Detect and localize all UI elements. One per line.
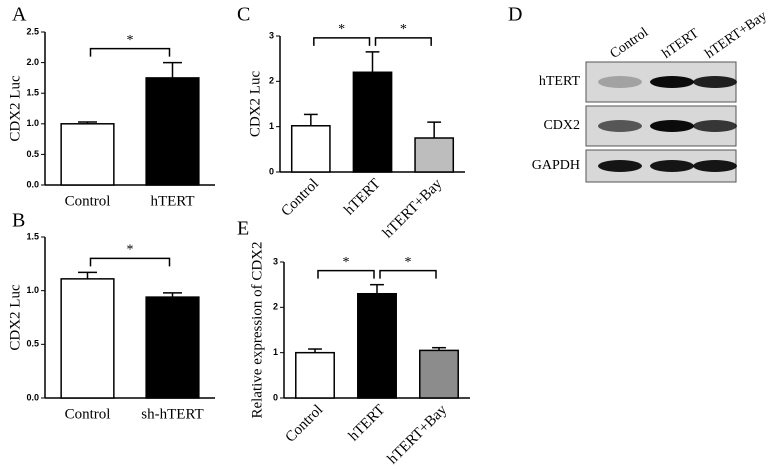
y-tick-label: 1.0: [26, 118, 39, 128]
significance-bracket: [379, 269, 437, 279]
y-tick-label: 0.0: [26, 179, 39, 189]
x-tick-label: Control: [283, 402, 327, 446]
bar: [145, 77, 200, 186]
x-tick-label: hTERT+Bay: [380, 176, 446, 242]
lane-label: hTERT: [660, 26, 703, 62]
panel-label: D: [508, 4, 522, 26]
y-axis-label: Relative expression of CDX2: [249, 241, 265, 418]
x-tick-label: sh-hTERT: [141, 406, 203, 422]
bar: [414, 137, 455, 173]
y-tick-label: 1.5: [26, 88, 39, 98]
y-tick-label: 0: [273, 392, 278, 402]
blot-band: [598, 120, 642, 132]
row-label: CDX2: [543, 118, 580, 133]
y-axis-label: CDX2 Luc: [7, 75, 23, 142]
y-tick-label: 3: [269, 30, 274, 40]
bar: [60, 278, 115, 399]
bar: [357, 292, 397, 399]
significance-bracket: [374, 37, 432, 46]
y-tick-label: 1: [273, 347, 278, 357]
x-tick-label: hTERT: [150, 193, 194, 209]
significance-bracket: [89, 257, 171, 267]
y-tick-label: 0.5: [26, 149, 39, 159]
significance-label: *: [400, 22, 407, 37]
x-tick-label: hTERT: [341, 176, 383, 218]
y-tick-label: 2.5: [26, 26, 39, 36]
y-tick-label: 2.0: [26, 57, 39, 67]
significance-bracket: [89, 47, 171, 57]
panel-label: C: [237, 4, 250, 26]
x-tick-label: hTERT+Bay: [385, 402, 451, 468]
bar: [419, 349, 459, 399]
y-tick-label: 0.0: [26, 392, 39, 402]
significance-label: *: [338, 22, 345, 37]
bar: [352, 71, 393, 173]
x-tick-label: Control: [278, 176, 322, 220]
blot-band: [693, 160, 737, 172]
bar: [290, 125, 331, 173]
row-label: GAPDH: [532, 158, 580, 173]
significance-label: *: [127, 243, 134, 258]
blot-band: [598, 76, 642, 88]
blot-band: [693, 120, 737, 132]
significance-label: *: [405, 255, 412, 270]
panel-label: B: [12, 210, 25, 232]
lane-label: hTERT+Bay: [703, 9, 770, 62]
blot-band: [650, 76, 694, 88]
y-tick-label: 1.0: [26, 285, 39, 295]
row-label: hTERT: [539, 74, 581, 89]
y-tick-label: 1: [269, 121, 274, 131]
significance-bracket: [313, 37, 371, 46]
y-tick-label: 0.5: [26, 339, 39, 349]
y-axis-label: CDX2 Luc: [247, 71, 263, 138]
y-tick-label: 2: [269, 76, 274, 86]
y-tick-label: 2: [273, 302, 278, 312]
y-tick-label: 1.5: [26, 231, 39, 241]
panel-label: E: [237, 218, 249, 240]
x-tick-label: Control: [65, 193, 111, 209]
bar: [295, 351, 335, 399]
y-tick-label: 0: [269, 166, 274, 176]
bar: [145, 296, 200, 399]
bar: [60, 123, 115, 186]
significance-label: *: [343, 255, 350, 270]
blot-band: [598, 160, 642, 172]
lane-label: Control: [608, 25, 652, 62]
y-axis-label: CDX2 Luc: [7, 284, 23, 351]
significance-label: *: [127, 33, 134, 48]
panel-label: A: [12, 4, 27, 26]
blot-band: [650, 120, 694, 132]
significance-bracket: [317, 269, 375, 279]
blot-band: [693, 76, 737, 88]
blot-band: [650, 160, 694, 172]
y-tick-label: 3: [273, 256, 278, 266]
x-tick-label: Control: [65, 406, 111, 422]
x-tick-label: hTERT: [346, 402, 388, 444]
